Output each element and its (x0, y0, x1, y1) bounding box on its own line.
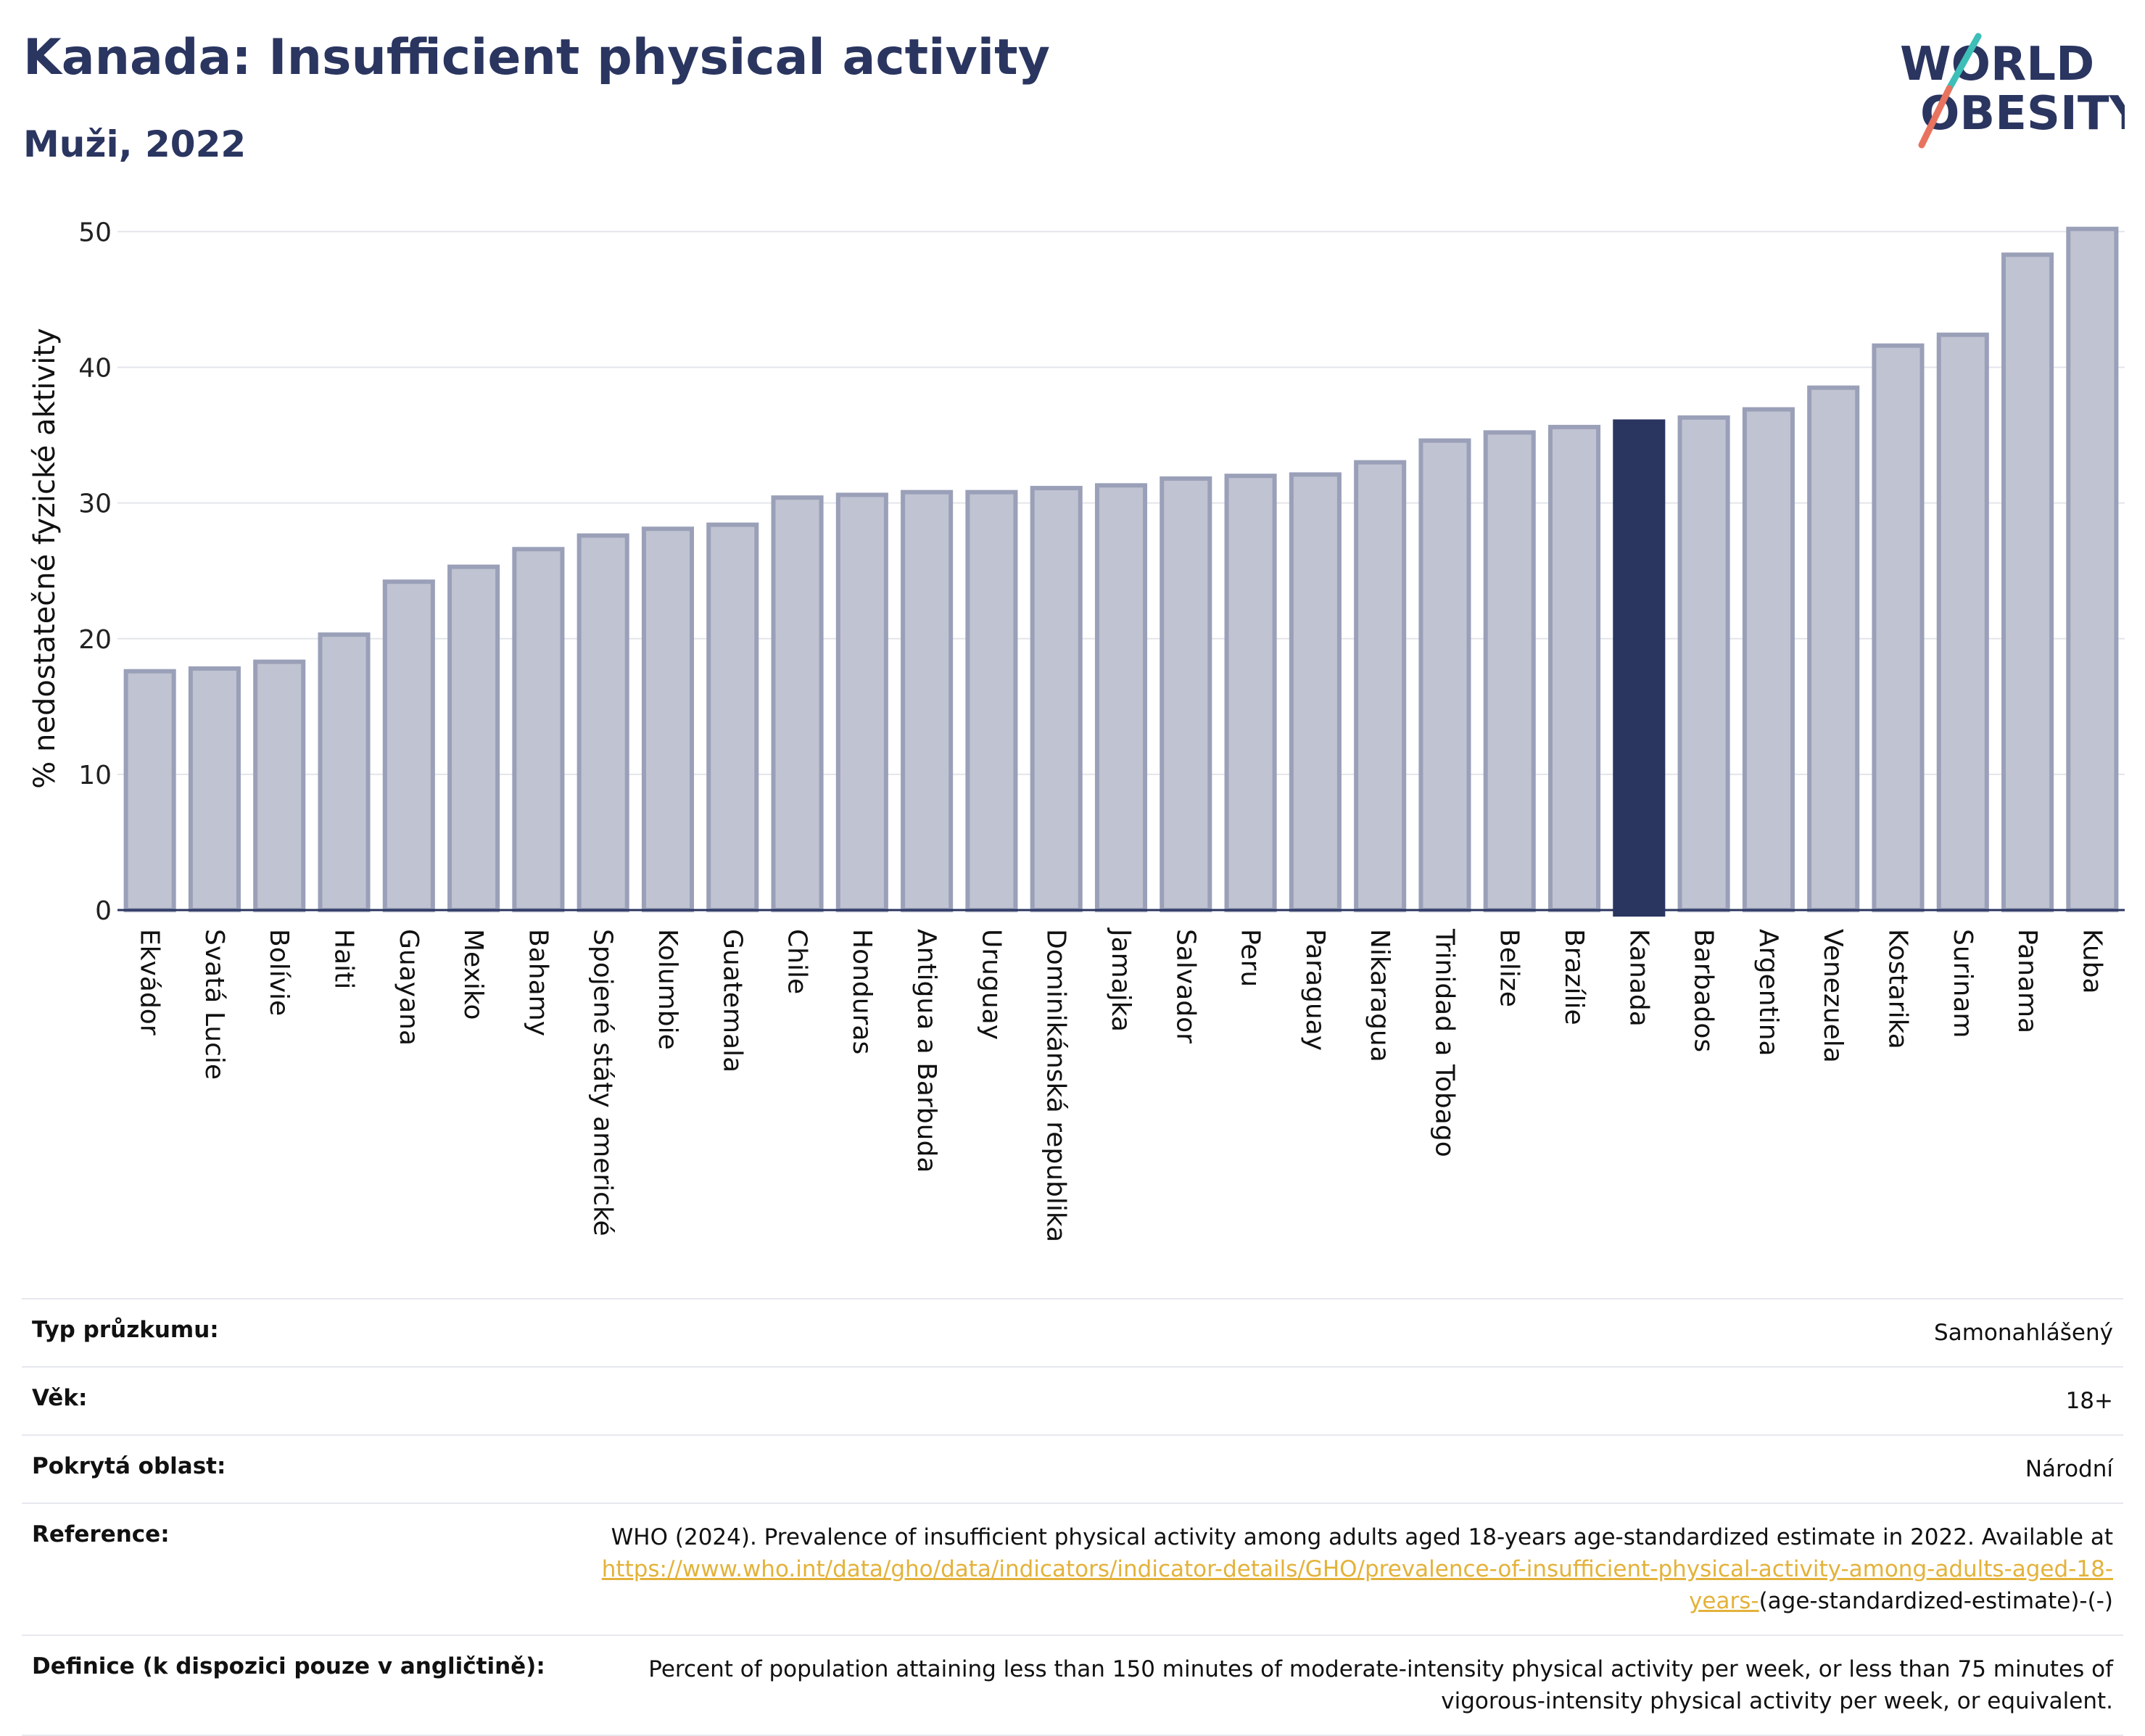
bar-brazílie (1547, 424, 1601, 912)
y-tick-label: 0 (95, 896, 112, 926)
bar-trinidad-a-tobago (1418, 438, 1471, 912)
bar-kolumbie (641, 526, 695, 912)
x-tick-label: Barbados (1689, 929, 1719, 1052)
bar-belize (1483, 430, 1536, 912)
bar-jamajka (1094, 483, 1148, 912)
x-tick-label: Argentina (1753, 929, 1783, 1057)
x-tick-label: Nikaragua (1365, 929, 1394, 1062)
bar-mexiko (447, 564, 500, 912)
bar-antigua-a-barbuda (901, 489, 954, 912)
bar-salvador (1160, 476, 1212, 912)
bar-ekvádor (123, 669, 176, 913)
survey-type-label: Typ průzkumu: (32, 1317, 219, 1343)
bar-venezuela (1807, 385, 1860, 912)
coverage-label: Pokrytá oblast: (32, 1453, 226, 1479)
bar-surinam (1936, 332, 1989, 912)
bar-svatá-lucie (188, 666, 241, 913)
bar-guayana (382, 579, 435, 913)
x-tick-label: Venezuela (1818, 929, 1848, 1063)
bar-kuba (2066, 226, 2119, 912)
x-tick-label: Spojené státy americké (588, 929, 618, 1236)
y-axis-label: % nedostatečné fyzické aktivity (28, 328, 62, 788)
info-row-definition: Definice (k dispozici pouze v angličtině… (22, 1636, 2123, 1736)
y-tick-label: 10 (78, 761, 112, 790)
x-tick-label: Ekvádor (135, 929, 165, 1036)
x-tick-label: Chile (782, 929, 812, 994)
x-tick-label: Surinam (1948, 929, 1977, 1038)
x-tick-label: Jamajka (1106, 927, 1136, 1032)
bar-kostarika (1872, 343, 1925, 913)
bar-chile (771, 495, 824, 912)
x-tick-label: Kanada (1624, 929, 1653, 1027)
bar-panama (2001, 252, 2054, 913)
y-tick-label: 30 (78, 489, 112, 519)
x-tick-label: Bahamy (523, 929, 553, 1036)
definition-value: Percent of population attaining less tha… (648, 1656, 2113, 1714)
x-tick-label: Paraguay (1300, 929, 1330, 1051)
bar-peru (1224, 474, 1277, 912)
survey-type-value: Samonahlášený (1934, 1320, 2113, 1346)
x-tick-label: Guatemala (717, 929, 747, 1072)
reference-label: Reference: (32, 1521, 170, 1547)
page-subtitle: Muži, 2022 (23, 123, 247, 165)
bar-bahamy (512, 547, 565, 912)
info-row-coverage: Pokrytá oblast: Národní (22, 1436, 2123, 1504)
definition-label: Definice (k dispozici pouze v angličtině… (32, 1653, 545, 1679)
x-tick-label: Belize (1495, 929, 1524, 1007)
x-tick-label: Trinidad a Tobago (1429, 928, 1459, 1157)
bar-paraguay (1289, 472, 1342, 912)
bar-honduras (835, 492, 888, 912)
y-axis-ticks: 0 10 20 30 40 50 (78, 218, 112, 926)
bar-dominikánská-republika (1030, 486, 1083, 912)
reference-text: WHO (2024). Prevalence of insufficient p… (611, 1524, 2113, 1550)
x-tick-label: Kostarika (1882, 929, 1912, 1049)
x-tick-label: Mexiko (458, 929, 488, 1020)
x-tick-label: Haiti (329, 929, 359, 989)
coverage-value: Národní (2025, 1456, 2113, 1482)
logo-line-2: OBESITY (1920, 87, 2125, 141)
logo-slash-top (1946, 33, 1982, 92)
x-tick-label: Guayana (394, 929, 423, 1046)
x-tick-label: Brazílie (1559, 929, 1589, 1025)
info-row-age: Věk: 18+ (22, 1368, 2123, 1436)
y-tick-label: 50 (78, 218, 112, 247)
x-tick-label: Salvador (1170, 929, 1200, 1043)
bars (123, 226, 2119, 917)
x-tick-label: Uruguay (976, 929, 1006, 1040)
x-tick-label: Kuba (2077, 929, 2107, 994)
x-tick-label: Peru (1236, 929, 1265, 987)
bar-barbados (1677, 415, 1730, 912)
bar-chart: 0 10 20 30 40 50 Ekvádor Svatá Lucie Bolívie Hai… (28, 218, 2125, 1242)
logo-line-1: WORLD (1900, 38, 2094, 91)
x-tick-label: Svatá Lucie (199, 929, 229, 1080)
x-tick-label: Antigua a Barbuda (912, 929, 941, 1173)
x-tick-label: Dominikánská republika (1041, 929, 1071, 1242)
bar-bolívie (253, 659, 306, 912)
reference-value: WHO (2024). Prevalence of insufficient p… (554, 1521, 2113, 1617)
info-table: Typ průzkumu: Samonahlášený Věk: 18+ Pok… (22, 1298, 2123, 1736)
age-label: Věk: (32, 1385, 88, 1411)
x-tick-label: Honduras (847, 929, 877, 1054)
page-title: Kanada: Insufficient physical activity (23, 29, 1050, 86)
info-row-reference: Reference: WHO (2024). Prevalence of ins… (22, 1504, 2123, 1636)
reference-link[interactable]: https://www.who.int/data/gho/data/indica… (601, 1556, 2113, 1614)
y-tick-label: 40 (78, 354, 112, 384)
bar-guatemala (706, 522, 759, 912)
reference-text-suffix: (age-standardized-estimate)-(-) (1758, 1588, 2113, 1614)
age-value: 18+ (2065, 1388, 2113, 1414)
bar-uruguay (965, 489, 1018, 912)
x-tick-label: Bolívie (264, 929, 294, 1016)
logo-slash-bottom (1918, 85, 1953, 149)
x-tick-label: Panama (2012, 929, 2042, 1033)
bar-spojené-státy-americké (576, 533, 629, 912)
x-axis-labels: Ekvádor Svatá Lucie Bolívie Haiti Guayana Mex… (135, 927, 2107, 1242)
info-row-survey-type: Typ průzkumu: Samonahlášený (22, 1299, 2123, 1368)
y-tick-label: 20 (78, 625, 112, 655)
bar-nikaragua (1354, 460, 1407, 912)
bar-haiti (318, 632, 371, 912)
bar-kanada (1613, 419, 1666, 917)
bar-argentina (1742, 407, 1795, 912)
x-tick-label: Kolumbie (653, 929, 682, 1050)
world-obesity-logo: WORLD OBESITY (1900, 33, 2125, 149)
